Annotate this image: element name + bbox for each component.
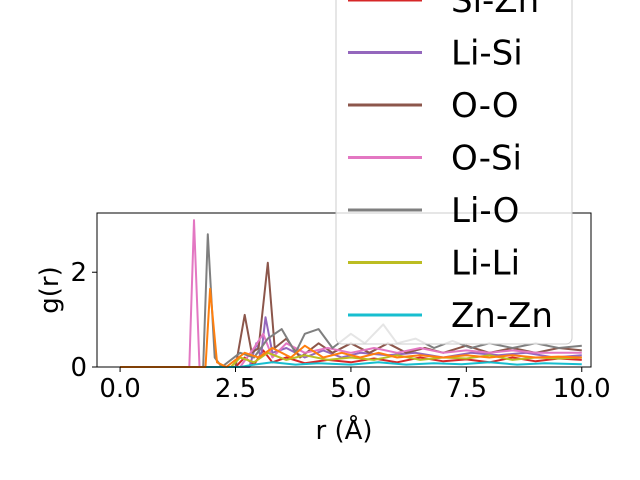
legend-label-li-o: Li-O <box>451 191 519 231</box>
x-tick-label: 2.5 <box>215 374 256 404</box>
x-tick-label: 10.0 <box>553 374 611 404</box>
x-tick-label: 7.5 <box>446 374 487 404</box>
x-tick-label: 0.0 <box>99 374 140 404</box>
series-line-li-li <box>120 351 582 368</box>
y-tick-label: 0 <box>70 353 87 383</box>
legend-label-li-si: Li-Si <box>451 34 523 74</box>
y-tick-label: 2 <box>70 258 87 288</box>
x-axis-ticks: 0.0 2.5 5.0 7.5 10.0 <box>99 367 611 404</box>
x-axis-label: r (Å) <box>315 414 372 446</box>
legend-label-si-zn: Si-Zn <box>451 0 539 21</box>
y-axis-label: g(r) <box>35 266 65 313</box>
legend-label-li-li: Li-Li <box>451 244 520 284</box>
x-tick-label: 5.0 <box>330 374 371 404</box>
legend-label-o-si: O-Si <box>451 139 522 179</box>
series-line-zn-zn <box>120 361 582 368</box>
y-axis-ticks: 02 <box>70 258 97 383</box>
series-line-unlabeled-7 <box>120 287 582 368</box>
legend-label-zn-zn: Zn-Zn <box>451 296 553 336</box>
legend-box <box>335 0 573 345</box>
legend-label-o-o: O-O <box>451 86 519 126</box>
legend: Si-Zn Li-Si O-O O-Si Li-O Li-Li Zn-Zn <box>335 0 573 345</box>
